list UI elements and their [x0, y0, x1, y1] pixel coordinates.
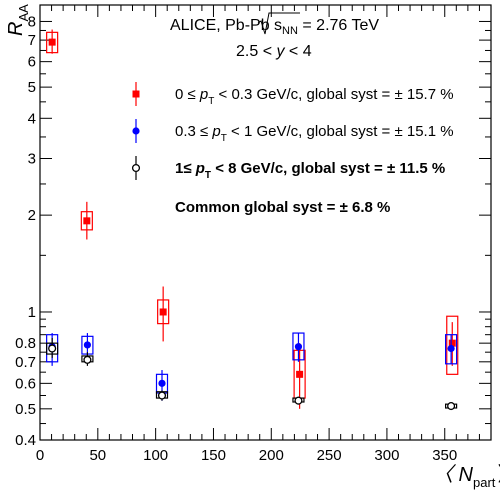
data-point [83, 217, 91, 225]
y-tick-label: 7 [28, 32, 36, 49]
chart-subtitle: 2.5 < y < 4 [236, 43, 312, 60]
y-tick-label: 4 [28, 110, 36, 127]
data-point [83, 341, 92, 349]
data-point [158, 379, 166, 387]
y-tick-label: 1 [28, 304, 36, 321]
data-point [159, 308, 167, 316]
y-tick-label: 2 [28, 207, 36, 224]
data-point [48, 344, 57, 353]
sqrt-symbol [257, 12, 300, 35]
y-tick-label: 5 [28, 79, 36, 96]
axis-ticks: 0 50 100 150 200 250 300 350 0.4 0.5 0.6 0.7 0.8 1 2 3 4… [15, 4, 492, 464]
common-syst-label: Common global syst = ± 6.8 % [175, 199, 390, 216]
x-tick-label: 250 [317, 447, 342, 464]
legend-entry-label: 1≤ pT < 8 GeV/c, global syst = ± 11.5 % [175, 160, 445, 181]
data-point [447, 344, 455, 353]
x-tick-label: 300 [374, 447, 399, 464]
x-tick-label: 50 [89, 447, 106, 464]
data-point [48, 38, 56, 46]
data-point [294, 343, 303, 351]
y-tick-label: 0.6 [15, 375, 36, 392]
y-tick-label: 0.4 [15, 432, 36, 449]
data-points [46, 29, 459, 411]
y-tick-label: 6 [28, 54, 36, 71]
data-point [83, 355, 92, 364]
data-point [157, 391, 167, 400]
syst-box [446, 315, 459, 375]
data-point [296, 370, 304, 378]
legend-marker [132, 127, 140, 135]
x-tick-label: 350 [432, 447, 457, 464]
y-tick-label: 8 [28, 13, 36, 30]
data-point [294, 396, 303, 405]
x-tick-label: 0 [36, 447, 44, 464]
x-tick-label: 100 [143, 447, 168, 464]
legend-marker [132, 90, 140, 98]
data-point [448, 339, 456, 347]
y-tick-label: 0.8 [15, 335, 36, 352]
y-tick-label: 3 [28, 150, 36, 167]
x-tick-label: 150 [201, 447, 226, 464]
legend: 0 ≤ pT < 0.3 GeV/c, global syst = ± 15.7… [131, 82, 454, 181]
plot-frame [39, 4, 492, 441]
y-axis-label: RAA [5, 4, 31, 36]
chart-title: ALICE, Pb-Pb sNN = 2.76 TeV [170, 17, 379, 37]
legend-marker [131, 163, 141, 173]
data-point [447, 402, 456, 411]
x-tick-label: 200 [259, 447, 284, 464]
y-tick-label: 0.7 [15, 354, 36, 371]
x-axis-label: 〈 Npart〉 [433, 464, 500, 490]
y-tick-label: 0.5 [15, 401, 36, 418]
legend-entry-label: 0 ≤ pT < 0.3 GeV/c, global syst = ± 15.7… [175, 86, 454, 107]
legend-entry-label: 0.3 ≤ pT < 1 GeV/c, global syst = ± 15.1… [175, 123, 454, 144]
